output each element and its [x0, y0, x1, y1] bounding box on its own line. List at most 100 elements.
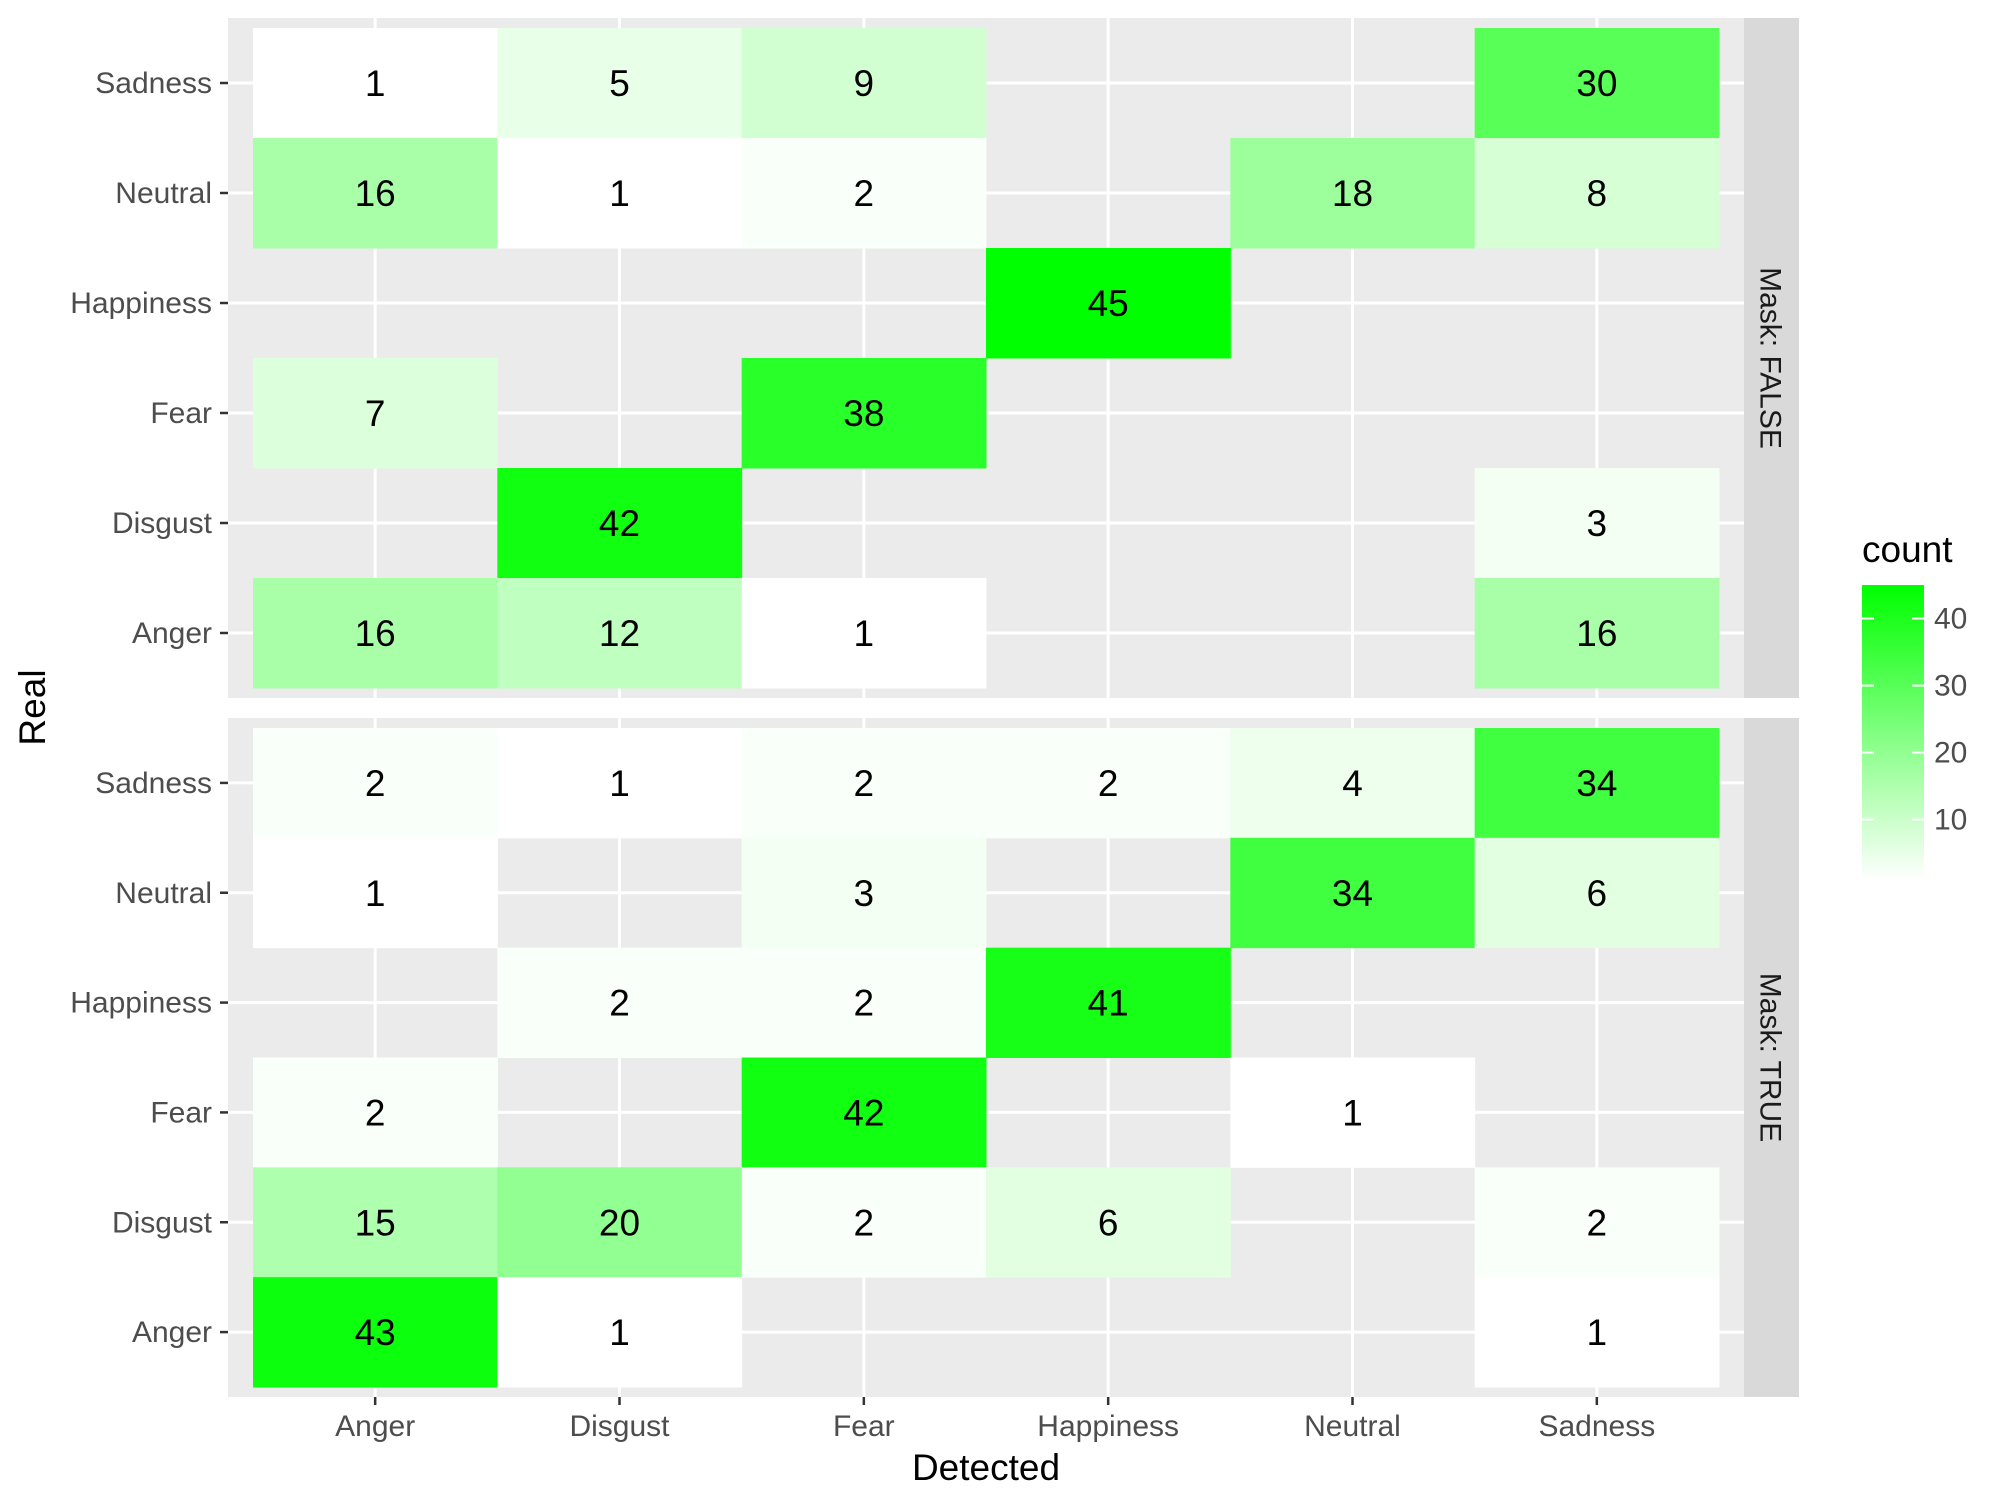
heatmap-cell-sadness-sadness [1474, 728, 1720, 839]
legend-tick-label: 10 [1934, 804, 1967, 837]
heatmap-cell-disgust-sadness [1474, 468, 1720, 579]
y-tick-label: Disgust [112, 1206, 213, 1239]
cell-value-label: 2 [854, 173, 875, 214]
x-tick-label: Disgust [569, 1410, 670, 1443]
legend-tick-label: 20 [1934, 737, 1967, 770]
heatmap-cell-fear-anger [253, 358, 498, 469]
y-tick-label: Disgust [112, 507, 213, 540]
legend-tick-label: 30 [1934, 670, 1967, 703]
x-tick-label: Anger [335, 1410, 415, 1443]
cell-value-label: 16 [355, 613, 396, 654]
heatmap-cell-fear-neutral [1230, 1057, 1476, 1168]
cell-value-label: 1 [854, 613, 875, 654]
heatmap-cell-disgust-disgust [497, 1167, 743, 1278]
cell-value-label: 7 [365, 393, 386, 434]
facet-strip [1744, 18, 1799, 698]
heatmap-cell-neutral-sadness [1474, 837, 1720, 949]
y-tick-label: Happiness [70, 987, 212, 1020]
x-tick-label: Sadness [1538, 1410, 1655, 1443]
heatmap-cell-fear-anger [253, 1057, 498, 1168]
heatmap-cell-sadness-sadness [1474, 28, 1720, 139]
cell-value-label: 2 [1587, 1202, 1608, 1243]
cell-value-label: 42 [843, 1092, 884, 1133]
y-tick-label: Sadness [95, 767, 212, 800]
cell-value-label: 3 [1587, 503, 1608, 544]
legend-tick-label: 40 [1934, 603, 1967, 636]
cell-value-label: 42 [599, 503, 640, 544]
heatmap-cell-disgust-sadness [1474, 1167, 1720, 1278]
heatmap-cell-fear-fear [741, 358, 987, 469]
cell-value-label: 15 [355, 1202, 396, 1243]
y-tick-label: Fear [150, 397, 212, 430]
heatmap-cell-anger-disgust [497, 1277, 743, 1388]
cell-value-label: 43 [355, 1312, 396, 1353]
cell-value-label: 38 [843, 393, 884, 434]
cell-value-label: 1 [365, 63, 386, 104]
heatmap-cell-neutral-fear [741, 837, 987, 949]
x-tick-label: Fear [833, 1410, 895, 1443]
cell-value-label: 34 [1576, 763, 1617, 804]
cell-value-label: 2 [854, 763, 875, 804]
heatmap-cell-neutral-disgust [497, 138, 743, 249]
x-axis-title: Detected [912, 1447, 1060, 1488]
cell-value-label: 1 [1342, 1092, 1363, 1133]
x-axis: Anger Disgust Fear Happiness Neutral Sadness [335, 1397, 1655, 1443]
heatmap-cell-happiness-happiness [986, 248, 1231, 359]
x-tick-label: Happiness [1037, 1410, 1179, 1443]
facet-strip-label: Mask: FALSE [1754, 267, 1787, 449]
y-axis-title: Real [12, 669, 53, 745]
heatmap-cell-sadness-fear [741, 728, 987, 839]
cell-value-label: 2 [854, 983, 875, 1024]
cell-value-label: 34 [1332, 873, 1373, 914]
facet-strip-label: Mask: TRUE [1754, 973, 1787, 1142]
y-tick-label: Fear [150, 1096, 212, 1129]
cell-value-label: 18 [1332, 173, 1373, 214]
x-tick-label: Neutral [1304, 1410, 1401, 1443]
heatmap-cell-happiness-fear [741, 947, 987, 1058]
cell-value-label: 45 [1088, 283, 1129, 324]
cell-value-label: 41 [1088, 983, 1129, 1024]
cell-value-label: 16 [355, 173, 396, 214]
heatmap-cell-sadness-fear [741, 28, 987, 139]
cell-value-label: 30 [1576, 63, 1617, 104]
heatmap-cell-anger-disgust [497, 578, 743, 689]
heatmap-cell-sadness-happiness [986, 728, 1231, 839]
cell-value-label: 2 [1098, 763, 1119, 804]
y-tick-label: Happiness [70, 287, 212, 320]
heatmap-cell-neutral-fear [741, 138, 987, 249]
legend-colorbar [1862, 585, 1924, 880]
cell-value-label: 1 [1587, 1312, 1608, 1353]
cell-value-label: 2 [365, 763, 386, 804]
cell-value-label: 2 [854, 1202, 875, 1243]
cell-value-label: 2 [609, 983, 630, 1024]
heatmap-cell-neutral-sadness [1474, 138, 1720, 249]
y-tick-label: Sadness [95, 67, 212, 100]
heatmap-cell-sadness-disgust [497, 28, 743, 139]
cell-value-label: 4 [1342, 763, 1363, 804]
y-tick-label: Neutral [115, 877, 212, 910]
legend-title: count [1862, 529, 1953, 570]
legend-ticks: 10 20 30 40 [1862, 603, 1967, 837]
heatmap-cell-anger-sadness [1474, 1277, 1720, 1388]
heatmap-cell-sadness-anger [253, 728, 498, 839]
cell-value-label: 1 [609, 1312, 630, 1353]
heatmap-cell-happiness-disgust [497, 947, 743, 1058]
heatmap-cell-disgust-anger [253, 1167, 498, 1278]
cell-value-label: 3 [854, 873, 875, 914]
cell-value-label: 6 [1587, 873, 1608, 914]
cell-value-label: 5 [609, 63, 630, 104]
heatmap-cell-sadness-anger [253, 28, 498, 139]
y-tick-label: Anger [132, 1316, 212, 1349]
legend: count 10 20 30 40 [1862, 529, 1967, 880]
heatmap-cell-fear-fear [741, 1057, 987, 1168]
facet-panel-mask-true: 2 1 2 2 4 34 1 3 34 6 2 2 41 2 42 1 15 20 2 6 2 43 1 1 Anger Disg… [70, 718, 1799, 1397]
cell-value-label: 1 [609, 173, 630, 214]
cell-value-label: 9 [854, 63, 875, 104]
heatmap-cell-disgust-disgust [497, 468, 743, 579]
cell-value-label: 2 [365, 1092, 386, 1133]
heatmap-cell-sadness-disgust [497, 728, 743, 839]
heatmap-cell-neutral-neutral [1230, 837, 1476, 949]
